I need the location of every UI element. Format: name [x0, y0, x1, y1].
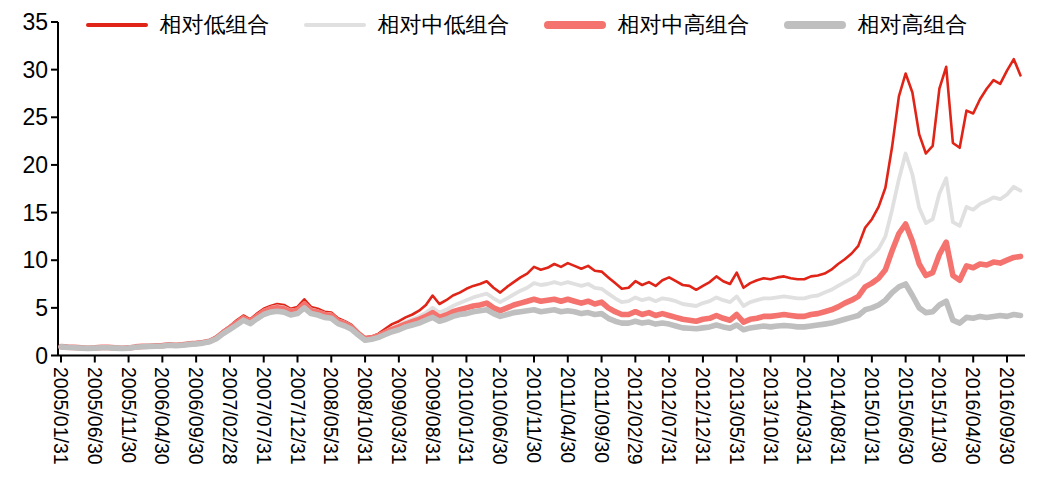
y-tick-label: 20 [0, 153, 48, 177]
x-tick-label: 2005/06/30 [85, 367, 105, 465]
x-tick-label: 2012/07/31 [659, 367, 679, 465]
y-tick-label: 5 [0, 296, 48, 320]
x-tick-label: 2013/10/31 [761, 367, 781, 465]
y-tick-label: 10 [0, 248, 48, 272]
x-tick-label: 2005/11/30 [119, 367, 139, 463]
x-tick-label: 2007/02/28 [220, 367, 240, 465]
x-tick-label: 2014/03/31 [794, 367, 814, 465]
x-tick-label: 2007/07/31 [254, 367, 274, 465]
x-tick-label: 2010/06/30 [490, 367, 510, 465]
x-tick-label: 2006/04/30 [152, 367, 172, 465]
y-tick-label: 30 [0, 58, 48, 82]
x-tick-label: 2016/09/30 [997, 367, 1017, 465]
x-tick-label: 2007/12/31 [288, 367, 308, 465]
x-tick-label: 2011/09/30 [592, 367, 612, 463]
x-tick-label: 2005/01/31 [51, 367, 71, 465]
x-tick-label: 2011/04/30 [558, 367, 578, 463]
x-tick-label: 2016/04/30 [963, 367, 983, 465]
x-tick-label: 2010/11/30 [524, 367, 544, 463]
x-tick-label: 2012/12/31 [693, 367, 713, 465]
x-tick-label: 2009/08/31 [423, 367, 443, 465]
x-tick-label: 2009/03/31 [389, 367, 409, 465]
x-tick-label: 2013/05/31 [727, 367, 747, 465]
y-tick-label: 35 [0, 10, 48, 34]
x-tick-label: 2008/10/31 [355, 367, 375, 465]
line-chart-figure: 相对低组合 相对中低组合 相对中高组合 相对高组合 05101520253035… [0, 0, 1053, 504]
series-line-3-相对高组合 [61, 284, 1021, 348]
series-line-1-相对中低组合 [61, 154, 1021, 349]
x-tick-label: 2010/01/31 [456, 367, 476, 465]
x-tick-label: 2015/11/30 [929, 367, 949, 463]
x-tick-label: 2015/06/30 [896, 367, 916, 465]
x-tick-label: 2008/05/31 [321, 367, 341, 465]
y-tick-label: 25 [0, 105, 48, 129]
x-tick-label: 2012/02/29 [625, 367, 645, 465]
y-tick-label: 15 [0, 201, 48, 225]
y-tick-label: 0 [0, 344, 48, 368]
x-tick-label: 2014/08/31 [828, 367, 848, 465]
x-tick-label: 2015/01/31 [862, 367, 882, 465]
x-tick-label: 2006/09/30 [186, 367, 206, 465]
